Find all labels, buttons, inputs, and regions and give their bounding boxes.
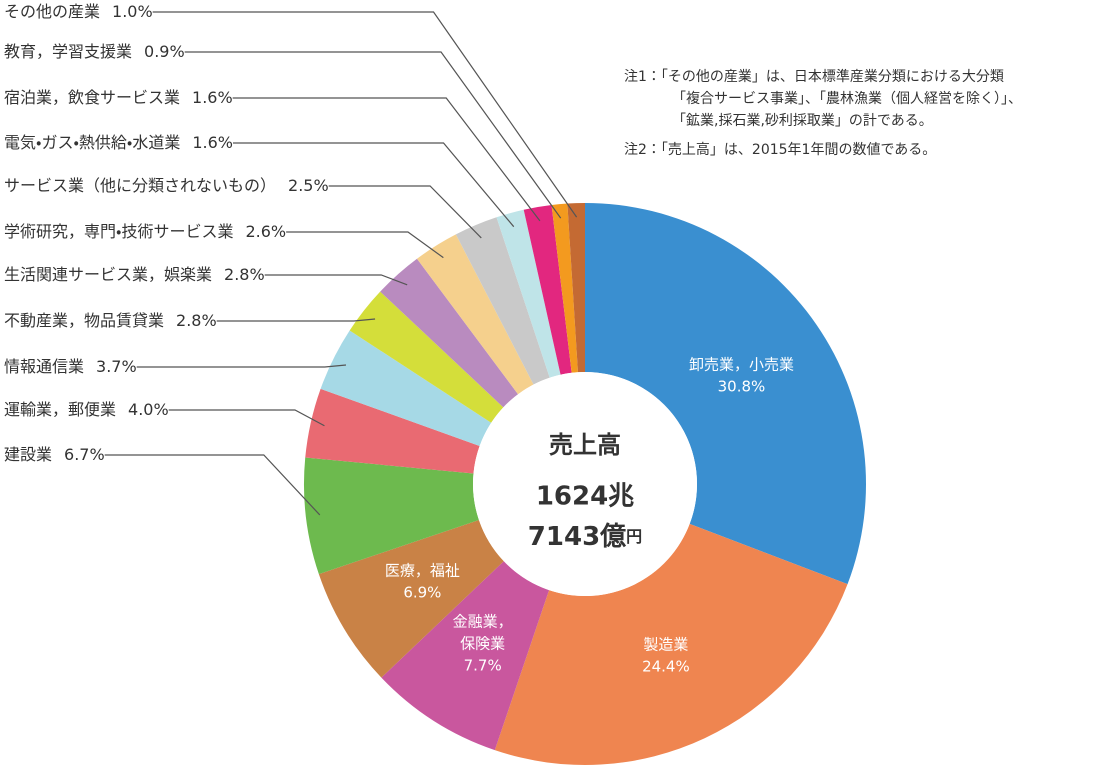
category-label: 宿泊業，飲食サービス業: [4, 88, 180, 107]
value-label: 24.4%: [642, 656, 690, 675]
center-value: 1624兆: [536, 482, 634, 512]
side-label: 学術研究，専門・技術サービス業 2.6%: [4, 222, 286, 241]
value-label: 2.8%: [224, 265, 265, 284]
value-label: 0.9%: [144, 42, 185, 61]
category-label: 教育，学習支援業: [4, 42, 132, 61]
slice: [455, 217, 550, 385]
side-label: 建設業 6.7%: [4, 445, 105, 464]
category-label: 製造業: [643, 635, 689, 654]
center-unit: 円: [626, 527, 642, 546]
slice: [305, 388, 480, 474]
value-label: 1.6%: [192, 133, 233, 152]
side-label: その他の産業 1.0%: [4, 2, 153, 21]
side-label: 運輸業，郵便業 4.0%: [4, 400, 169, 419]
leader-line: [168, 409, 325, 427]
leader-line: [328, 185, 482, 239]
leader-line: [184, 51, 562, 219]
slice-label: 卸売業，小売業 30.8%: [666, 354, 816, 398]
slice: [496, 209, 561, 378]
side-label: サービス業（他に分類されないもの） 2.5%: [4, 176, 329, 195]
side-label: 不動産業，物品賃貸業 2.8%: [4, 311, 217, 330]
slice: [349, 291, 504, 423]
slice-label: 金融業，保険業 7.7%: [448, 611, 518, 676]
slice: [381, 561, 550, 751]
category-label: 生活関連サービス業，娯楽業: [4, 265, 212, 284]
value-label: 6.7%: [64, 445, 105, 464]
slice: [380, 258, 519, 408]
leader-line: [104, 454, 321, 516]
category-label: 医療，福祉: [384, 561, 460, 580]
value-label: 2.5%: [288, 176, 329, 195]
leader-line: [136, 364, 347, 368]
category-label: 電気・ガス・熱供給・水道業: [4, 133, 180, 152]
value-label: 1.0%: [112, 2, 153, 21]
side-label: 電気・ガス・熱供給・水道業 1.6%: [4, 133, 233, 152]
value-label: 2.8%: [176, 311, 217, 330]
leader-line: [232, 97, 541, 222]
slice: [567, 203, 585, 373]
slice-label: 製造業 24.4%: [616, 634, 716, 678]
leader-line: [152, 11, 578, 218]
leader-line: [216, 318, 376, 322]
slices: [304, 203, 866, 765]
value-label: 7.7%: [463, 655, 502, 674]
slice: [304, 457, 479, 575]
leader-line: [286, 231, 444, 259]
category-label: その他の産業: [4, 2, 100, 21]
side-label: 情報通信業 3.7%: [4, 357, 137, 376]
value-label: 30.8%: [717, 377, 766, 396]
value-label: 2.6%: [245, 222, 286, 241]
category-label: サービス業（他に分類されないもの）: [4, 176, 276, 195]
slice: [585, 203, 866, 585]
side-label: 宿泊業，飲食サービス業 1.6%: [4, 88, 233, 107]
slice: [416, 234, 534, 395]
slice: [318, 519, 504, 678]
value-label: 4.0%: [128, 400, 169, 419]
slice: [523, 204, 572, 375]
category-label: 運輸業，郵便業: [4, 400, 116, 419]
value-label: 1.6%: [192, 88, 233, 107]
center-value: 7143億: [528, 522, 626, 552]
leader-line: [264, 274, 408, 286]
note: 「複合サービス事業」、「農林漁業（個人経営を除く）」、: [672, 90, 1022, 107]
category-label: 金融業，保険業: [452, 612, 513, 653]
note: 注1：「その他の産業」は、日本標準産業分類における大分類: [624, 69, 1004, 85]
slice-label: 医療，福祉 6.9%: [372, 561, 472, 605]
category-label: 卸売業，小売業: [688, 355, 794, 374]
center-title: 売上高: [549, 431, 621, 459]
category-label: 建設業: [4, 445, 52, 464]
leader-line: [232, 142, 515, 228]
center-value: 7143億円: [528, 522, 642, 552]
note: 「鉱業,採石業,砂利採取業」の計である。: [672, 113, 933, 129]
donut-hole: [473, 372, 697, 596]
side-label: 生活関連サービス業，娯楽業 2.8%: [4, 265, 265, 284]
leaders: [104, 11, 578, 516]
category-label: 情報通信業: [4, 357, 84, 376]
note: 注2：「売上高」は、2015年1年間の数値である。: [624, 141, 936, 158]
slice: [320, 330, 492, 447]
slice: [551, 203, 578, 373]
value-label: 6.9%: [403, 583, 442, 602]
side-label: 教育，学習支援業 0.9%: [4, 42, 185, 61]
value-label: 3.7%: [96, 357, 137, 376]
category-label: 不動産業，物品賃貸業: [4, 311, 164, 330]
slice: [494, 523, 848, 765]
category-label: 学術研究，専門・技術サービス業: [4, 222, 233, 241]
